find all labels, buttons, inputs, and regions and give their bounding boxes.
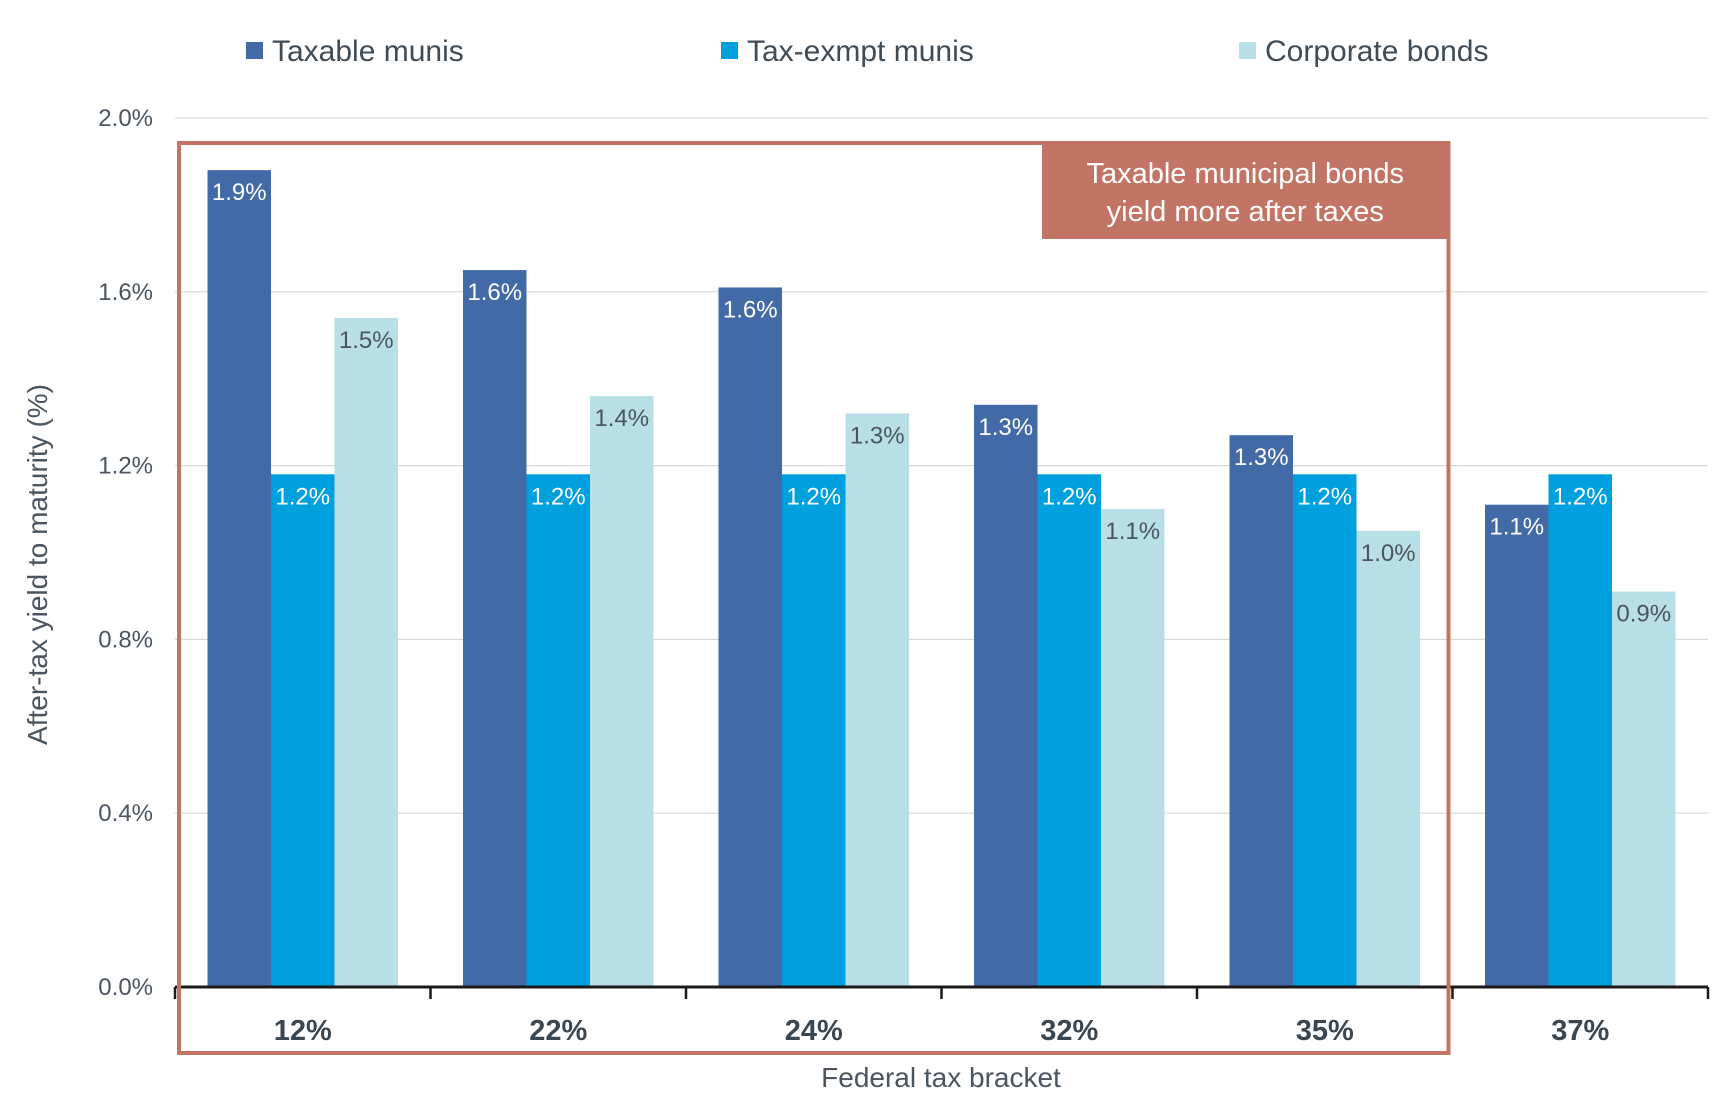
data-label: 1.2%: [1553, 483, 1608, 510]
data-label: 1.0%: [1361, 540, 1416, 567]
y-tick-label: 0.0%: [98, 974, 153, 1001]
bar: [1293, 474, 1357, 987]
bar: [1548, 474, 1612, 987]
bar: [271, 474, 335, 987]
y-tick-label: 2.0%: [98, 105, 153, 132]
y-tick-label: 1.6%: [98, 279, 153, 306]
x-tick-label: 35%: [1296, 1015, 1354, 1047]
bar: [718, 287, 782, 988]
data-label: 1.5%: [339, 327, 394, 354]
legend-label: Taxable munis: [272, 35, 464, 68]
bar: [334, 317, 398, 987]
data-label: 1.2%: [786, 483, 841, 510]
annotation-box: [1042, 143, 1449, 239]
highlight-outline: [177, 141, 1451, 1055]
x-tick-label: 32%: [1040, 1015, 1098, 1047]
data-label: 0.9%: [1616, 601, 1671, 628]
x-axis-title: Federal tax bracket: [821, 1062, 1061, 1093]
y-axis-title: After-tax yield to maturity (%): [22, 384, 53, 745]
data-label: 1.1%: [1105, 518, 1160, 545]
x-tick-label: 37%: [1551, 1015, 1609, 1047]
annotation-text: yield more after taxes: [1107, 196, 1384, 228]
bar: [1612, 591, 1676, 987]
bar: [1037, 474, 1101, 987]
y-tick-label: 1.2%: [98, 453, 153, 480]
data-label: 1.4%: [594, 405, 649, 432]
legend-label: Corporate bonds: [1265, 35, 1488, 68]
y-tick-label: 0.8%: [98, 626, 153, 653]
bar: [1356, 530, 1420, 987]
bar: [590, 396, 654, 988]
bar: [974, 404, 1038, 987]
annotation-text: Taxable municipal bonds: [1086, 158, 1404, 190]
bar: [1485, 504, 1549, 987]
data-label: 1.2%: [531, 483, 586, 510]
bar: [526, 474, 590, 987]
data-label: 1.6%: [723, 296, 778, 323]
data-label: 1.3%: [1234, 444, 1289, 471]
x-tick-label: 24%: [785, 1015, 843, 1047]
data-label: 1.2%: [1297, 483, 1352, 510]
data-label: 1.2%: [275, 483, 330, 510]
x-tick-label: 12%: [274, 1015, 332, 1047]
bar: [782, 474, 846, 987]
bar: [1101, 509, 1165, 987]
bar: [463, 270, 527, 987]
data-label: 1.2%: [1042, 483, 1097, 510]
legend-swatch: [1239, 42, 1256, 59]
x-tick-label: 22%: [529, 1015, 587, 1047]
legend-swatch: [721, 42, 738, 59]
legend-swatch: [246, 42, 263, 59]
bar: [207, 170, 271, 987]
legend-label: Tax-exmpt munis: [747, 35, 974, 68]
data-label: 1.3%: [850, 422, 905, 449]
data-label: 1.3%: [978, 414, 1033, 441]
data-label: 1.9%: [212, 179, 267, 206]
bar: [845, 413, 909, 988]
data-label: 1.1%: [1489, 514, 1544, 541]
y-tick-label: 0.4%: [98, 800, 153, 827]
bar: [1229, 435, 1293, 987]
data-label: 1.6%: [467, 279, 522, 306]
